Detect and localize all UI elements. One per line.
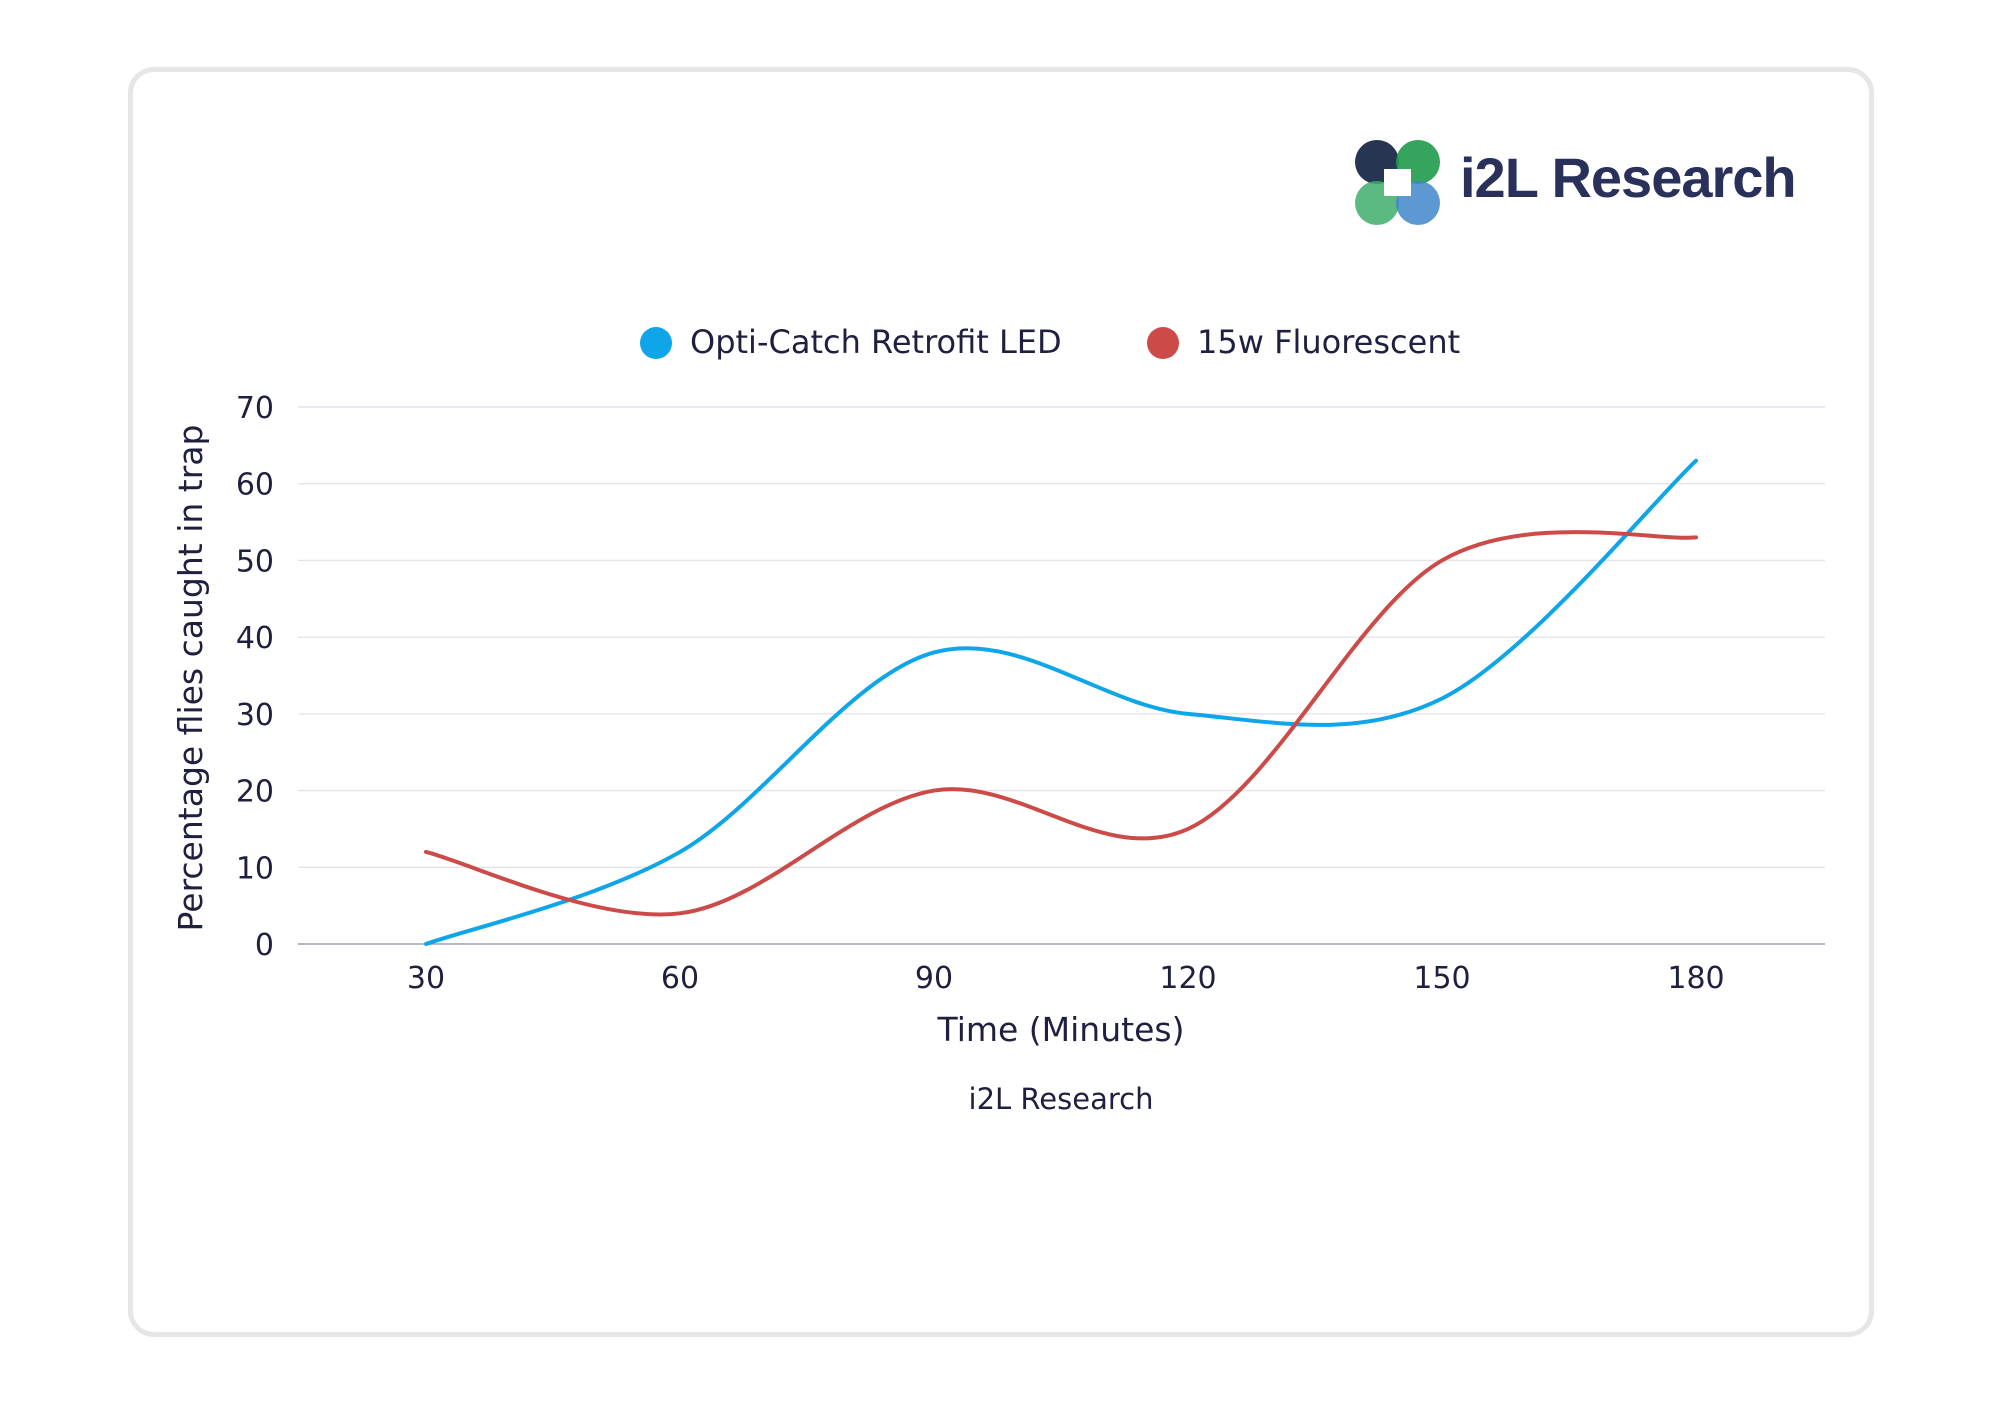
y-tick-label: 20	[236, 775, 274, 810]
x-axis-title: Time (Minutes)	[937, 1010, 1185, 1049]
y-tick-label: 10	[236, 851, 274, 886]
x-tick-label: 180	[1667, 961, 1724, 996]
y-axis-ticks: 0 10 20 30 40 50 60 70	[236, 391, 274, 963]
series-lines	[424, 458, 1698, 946]
y-tick-label: 60	[236, 468, 274, 503]
legend: Opti-Catch Retrofit LED 15w Fluorescent	[640, 323, 1460, 361]
series-line-2	[424, 530, 1698, 917]
legend-label-2: 15w Fluorescent	[1197, 323, 1460, 361]
y-tick-label: 50	[236, 544, 274, 579]
logo-mark-icon	[1355, 140, 1440, 225]
y-axis-title: Percentage flies caught in trap	[171, 425, 210, 932]
x-tick-label: 90	[915, 961, 953, 996]
legend-marker-2	[1147, 327, 1179, 359]
gridlines	[298, 406, 1825, 945]
x-tick-label: 30	[407, 961, 445, 996]
legend-marker-1	[640, 327, 672, 359]
y-tick-label: 0	[255, 928, 274, 963]
y-tick-label: 70	[236, 391, 274, 426]
x-axis-ticks: 30 60 90 120 150 180	[407, 961, 1725, 996]
x-tick-label: 60	[661, 961, 699, 996]
logo-text: i2L Research	[1460, 146, 1797, 209]
brand-logo: i2L Research	[1350, 135, 1797, 235]
chart-card	[128, 67, 1874, 1337]
series-line-1	[424, 458, 1698, 946]
y-tick-label: 30	[236, 698, 274, 733]
y-tick-label: 40	[236, 621, 274, 656]
x-tick-label: 150	[1413, 961, 1470, 996]
chart-caption: i2L Research	[969, 1082, 1154, 1116]
legend-label-1: Opti-Catch Retrofit LED	[690, 323, 1062, 361]
x-tick-label: 120	[1159, 961, 1216, 996]
